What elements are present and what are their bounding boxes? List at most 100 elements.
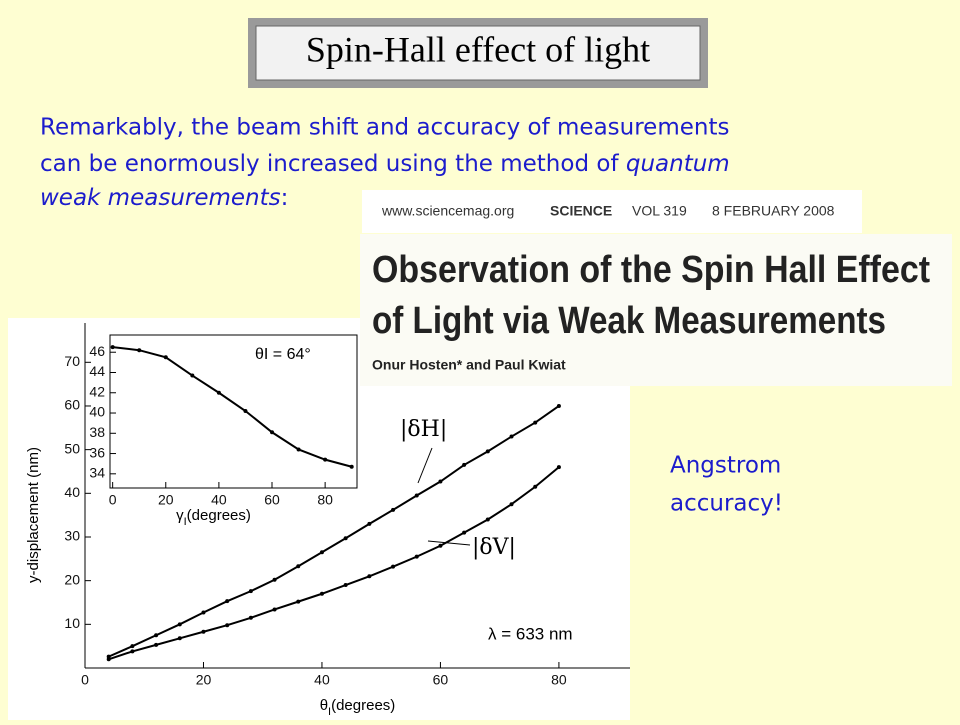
body-text: weak measurements — [40, 185, 281, 211]
y-tick-label: 30 — [64, 528, 80, 544]
data-point — [414, 554, 419, 559]
data-point — [533, 420, 538, 425]
data-point — [319, 591, 324, 596]
inset-panel — [109, 334, 358, 489]
annotation: θI = 64° — [255, 346, 311, 363]
y-tick-label: 60 — [64, 397, 80, 413]
title-box — [255, 25, 701, 81]
data-point — [485, 517, 490, 522]
paper-title: of Light via Weak Measurements — [372, 300, 886, 342]
y-tick-label: 40 — [89, 404, 105, 420]
paper-volume: VOL 319 — [632, 203, 687, 219]
data-point — [243, 408, 248, 413]
data-point — [367, 521, 372, 526]
y-tick-label: 36 — [89, 444, 105, 460]
data-point — [349, 464, 354, 469]
y-tick-label: 34 — [89, 465, 105, 481]
y-tick-label: 70 — [64, 353, 80, 369]
annotation: λ = 633 nm — [488, 624, 573, 643]
note: accuracy! — [670, 491, 783, 517]
leader — [417, 447, 433, 484]
data-point — [319, 550, 324, 555]
data-point — [296, 447, 301, 452]
data-point — [163, 355, 168, 360]
data-point — [509, 434, 514, 439]
series-label: |δH| — [400, 417, 447, 442]
body-text: can be enormously increased using the me… — [40, 151, 626, 177]
x-tick-label: 60 — [433, 672, 449, 688]
data-point — [137, 348, 142, 353]
body-text: : — [281, 185, 289, 211]
data-point — [367, 574, 372, 579]
data-point — [248, 615, 253, 620]
data-point — [272, 577, 277, 582]
data-point — [270, 430, 275, 435]
data-point — [154, 633, 159, 638]
data-point — [225, 599, 230, 604]
body-text: weak measurements: — [40, 185, 288, 211]
data-point — [391, 507, 396, 512]
data-point — [216, 390, 221, 395]
y-tick-label: 42 — [89, 383, 105, 399]
data-point — [343, 536, 348, 541]
y-axis-label: y-displacement (nm) — [25, 447, 42, 583]
series-label: |δV| — [472, 535, 516, 560]
data-point — [533, 484, 538, 489]
data-point — [391, 564, 396, 569]
data-point — [485, 449, 490, 454]
y-tick-label: 38 — [89, 424, 105, 440]
paper-header — [362, 190, 862, 233]
data-point — [154, 642, 159, 647]
body-text: Remarkably, the beam shift and accuracy … — [40, 115, 729, 141]
series-line — [108, 405, 560, 658]
x-tick-label: 40 — [211, 492, 227, 508]
x-axis-label: (degrees) — [331, 697, 395, 714]
x-axis-label: I — [184, 516, 187, 528]
x-tick-label: 20 — [196, 672, 212, 688]
paper-title: Observation of the Spin Hall Effect — [372, 249, 930, 291]
body-text: quantum — [626, 151, 730, 177]
data-point — [462, 530, 467, 535]
x-axis-label: γ — [176, 507, 184, 524]
data-point — [272, 607, 277, 612]
slide-title: Spin-Hall effect of light — [306, 29, 650, 69]
data-point — [110, 345, 115, 350]
data-point — [556, 403, 561, 408]
data-point — [462, 462, 467, 467]
data-point — [130, 649, 135, 654]
note: Angstrom — [670, 453, 781, 479]
data-point — [225, 623, 230, 628]
data-point — [106, 657, 111, 662]
paper-clip: www.sciencemag.org SCIENCE VOL 319 8 FEB… — [360, 190, 952, 386]
paper-journal: SCIENCE — [550, 203, 612, 219]
data-point — [201, 629, 206, 634]
y-tick-label: 50 — [64, 440, 80, 456]
x-axis-label: (degrees) — [187, 507, 251, 524]
x-axis-label: I — [328, 706, 331, 718]
leader — [427, 540, 471, 546]
data-point — [190, 373, 195, 378]
data-point — [323, 457, 328, 462]
y-tick-label: 40 — [64, 484, 80, 500]
x-axis-label: θ — [320, 697, 328, 714]
data-point — [438, 479, 443, 484]
x-tick-label: 80 — [317, 492, 333, 508]
x-tick-label: 80 — [551, 672, 567, 688]
series-line — [112, 346, 352, 468]
data-point — [438, 543, 443, 548]
paper-date: 8 FEBRUARY 2008 — [712, 203, 835, 219]
paper-title-box — [360, 234, 952, 386]
data-point — [509, 502, 514, 507]
data-point — [177, 636, 182, 641]
y-tick-label: 10 — [64, 615, 80, 631]
y-tick-label: 20 — [64, 571, 80, 587]
data-point — [130, 644, 135, 649]
paper-authors: Onur Hosten* and Paul Kwiat — [372, 357, 566, 373]
data-point — [248, 589, 253, 594]
data-point — [296, 564, 301, 569]
data-point — [414, 493, 419, 498]
data-point — [296, 599, 301, 604]
